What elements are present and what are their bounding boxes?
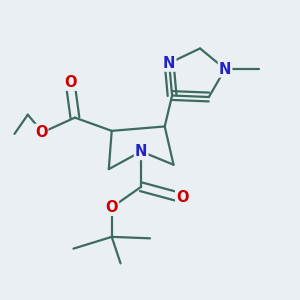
Text: O: O <box>176 190 189 205</box>
Text: N: N <box>219 61 231 76</box>
Text: N: N <box>163 56 175 70</box>
Text: O: O <box>35 125 47 140</box>
Text: N: N <box>135 144 147 159</box>
Text: O: O <box>64 75 77 90</box>
Text: O: O <box>106 200 118 215</box>
